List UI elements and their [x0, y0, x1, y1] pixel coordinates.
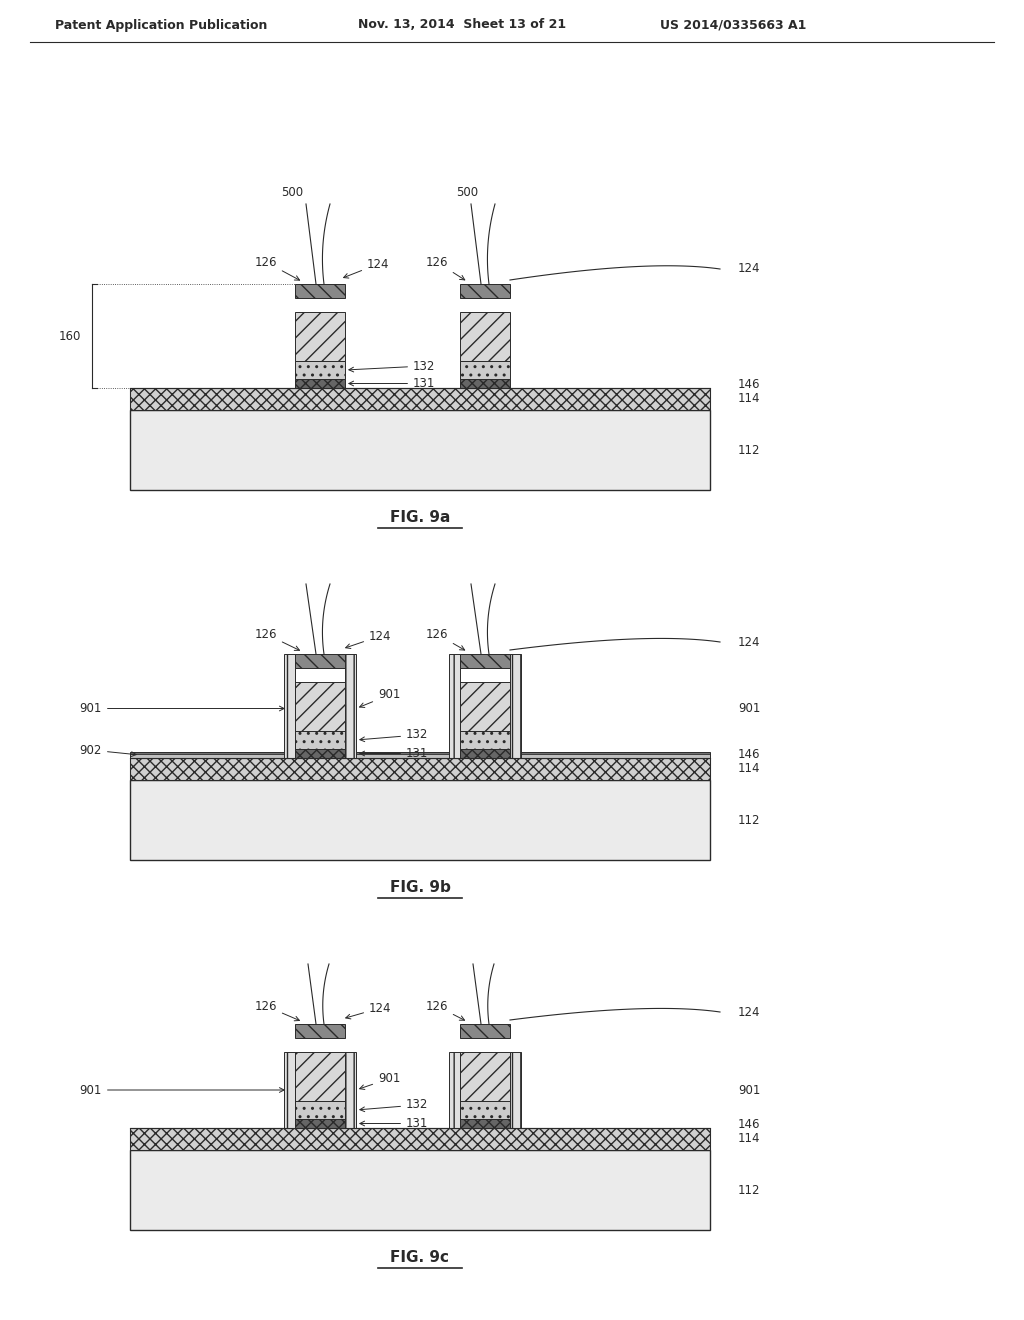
Bar [295, 682, 345, 731]
Bar [460, 1052, 510, 1101]
Bar [295, 731, 345, 748]
Text: 902: 902 [80, 743, 136, 756]
Bar [295, 748, 345, 758]
Bar [130, 1129, 710, 1150]
Text: 146: 146 [738, 747, 761, 760]
Bar [284, 1052, 295, 1129]
Bar [460, 1119, 510, 1129]
Text: 132: 132 [359, 1098, 428, 1111]
Bar [460, 379, 510, 388]
Text: 124: 124 [346, 1002, 391, 1019]
Text: 112: 112 [738, 813, 761, 826]
Text: 126: 126 [426, 256, 465, 280]
Bar [460, 284, 510, 298]
Text: 114: 114 [738, 392, 761, 405]
Text: 901: 901 [80, 702, 284, 715]
Bar [345, 653, 356, 758]
Bar [130, 780, 710, 861]
Bar [295, 360, 345, 379]
Bar [510, 1052, 521, 1129]
Text: 160: 160 [58, 330, 81, 342]
Text: 126: 126 [255, 256, 300, 280]
Text: 112: 112 [738, 444, 761, 457]
Bar [460, 1101, 510, 1119]
Text: 124: 124 [738, 1006, 761, 1019]
Text: 126: 126 [426, 999, 465, 1020]
Text: 114: 114 [738, 1133, 761, 1146]
Text: US 2014/0335663 A1: US 2014/0335663 A1 [660, 18, 806, 32]
Text: FIG. 9b: FIG. 9b [389, 880, 451, 895]
Bar [284, 653, 295, 758]
Text: 146: 146 [738, 378, 761, 391]
Bar [449, 1052, 460, 1129]
Text: Patent Application Publication: Patent Application Publication [55, 18, 267, 32]
Text: 500: 500 [281, 186, 303, 198]
Text: Nov. 13, 2014  Sheet 13 of 21: Nov. 13, 2014 Sheet 13 of 21 [358, 18, 566, 32]
Text: 126: 126 [255, 627, 299, 651]
Bar [460, 748, 510, 758]
Text: 126: 126 [255, 999, 299, 1020]
Text: 124: 124 [346, 630, 391, 648]
Text: 124: 124 [738, 263, 761, 276]
Text: 901: 901 [738, 702, 761, 715]
Text: 126: 126 [426, 627, 465, 649]
Bar [295, 284, 345, 298]
Bar [449, 653, 460, 758]
Bar [295, 312, 345, 360]
Bar [295, 1119, 345, 1129]
Bar [460, 653, 510, 668]
Bar [295, 1101, 345, 1119]
Text: 131: 131 [359, 747, 428, 760]
Bar [460, 1024, 510, 1038]
Bar [130, 1150, 710, 1230]
Bar [295, 1024, 345, 1038]
Bar [130, 758, 710, 780]
Bar [295, 379, 345, 388]
Bar [130, 388, 710, 411]
Text: 114: 114 [738, 763, 761, 776]
Bar [460, 360, 510, 379]
Text: 131: 131 [359, 1117, 428, 1130]
Text: 901: 901 [359, 1072, 400, 1089]
Bar [345, 1052, 356, 1129]
Bar [295, 653, 345, 668]
Text: 901: 901 [738, 1084, 761, 1097]
Bar [295, 1052, 345, 1101]
Text: 131: 131 [349, 378, 435, 389]
Text: FIG. 9a: FIG. 9a [390, 511, 451, 525]
Bar [130, 752, 710, 758]
Text: FIG. 9c: FIG. 9c [390, 1250, 450, 1266]
Text: 132: 132 [359, 729, 428, 742]
Text: 500: 500 [456, 186, 478, 198]
Text: 901: 901 [359, 689, 400, 708]
Bar [510, 653, 521, 758]
Text: 124: 124 [344, 257, 389, 279]
Text: 112: 112 [738, 1184, 761, 1196]
Text: 146: 146 [738, 1118, 761, 1130]
Text: 132: 132 [349, 359, 435, 372]
Bar [460, 731, 510, 748]
Bar [460, 682, 510, 731]
Bar [460, 312, 510, 360]
Text: 124: 124 [738, 635, 761, 648]
Bar [130, 411, 710, 490]
Text: 901: 901 [80, 1084, 284, 1097]
